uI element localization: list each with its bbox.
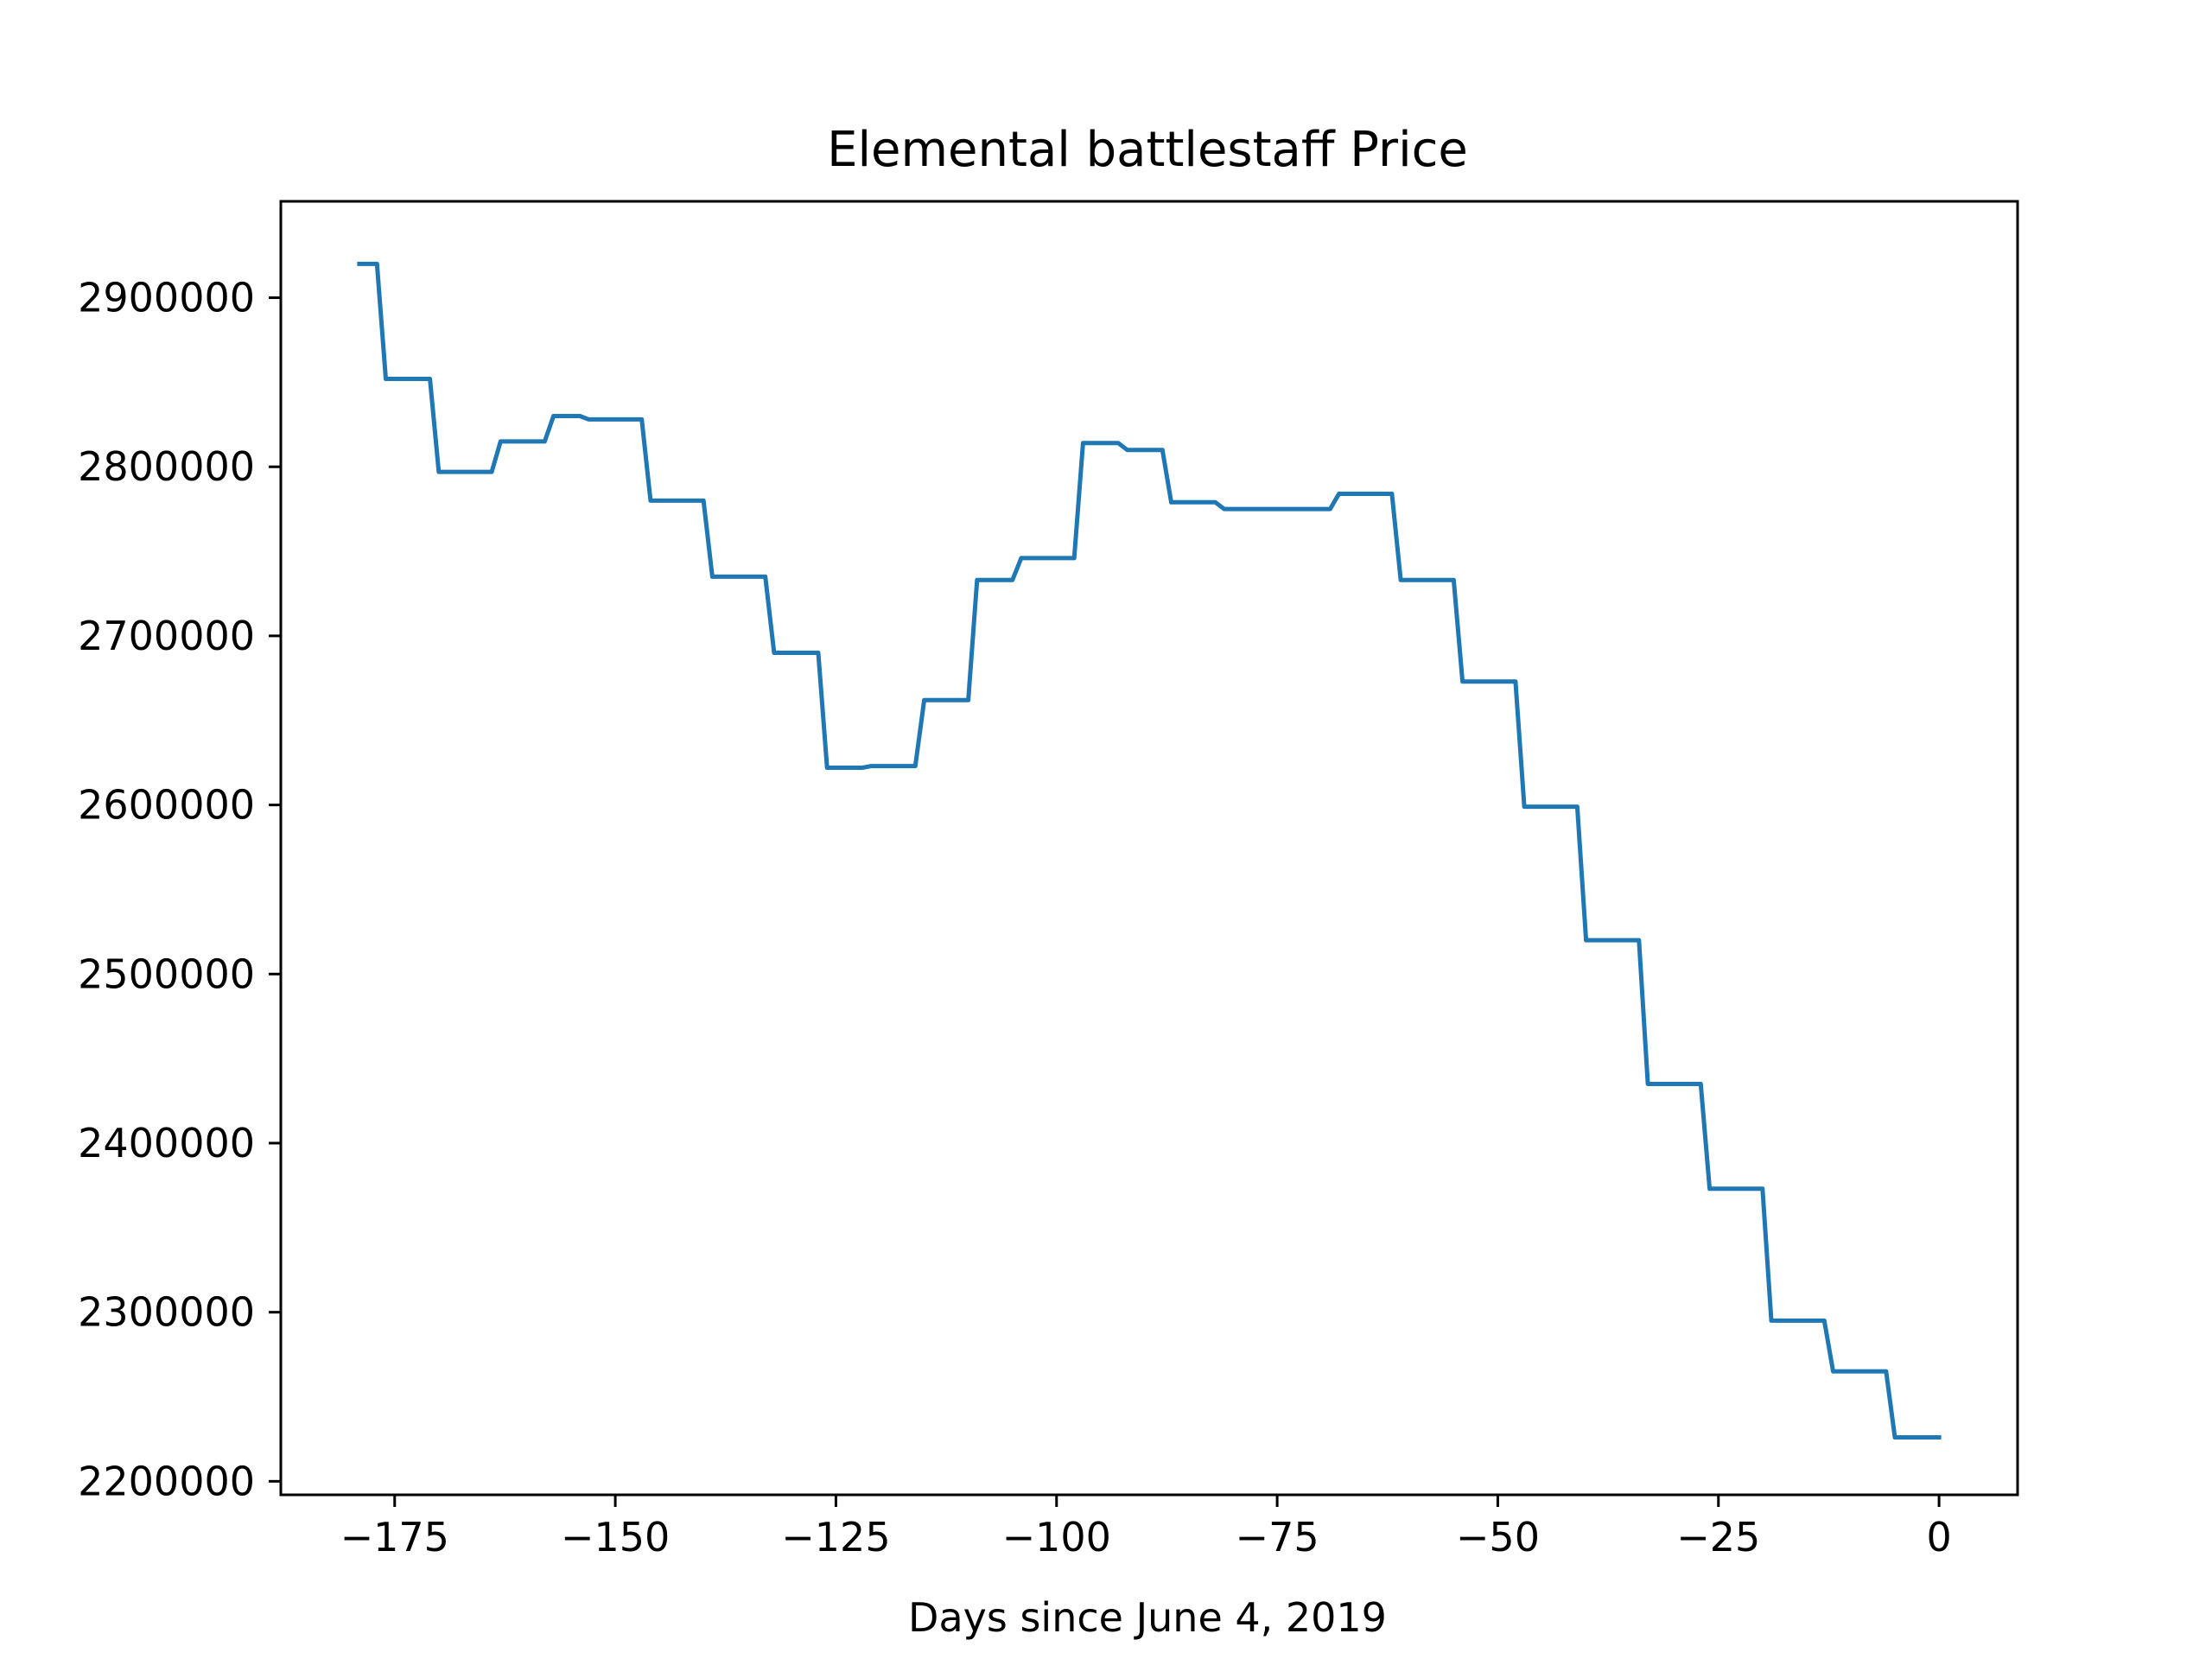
y-tick-label: 2800000 (78, 443, 255, 490)
x-tick-label: −75 (1236, 1514, 1319, 1560)
y-tick-label: 2700000 (78, 613, 255, 659)
x-tick-label: −150 (561, 1514, 670, 1560)
chart-title: Elemental battlestaff Price (827, 122, 1468, 178)
x-tick-label: 0 (1926, 1514, 1951, 1560)
y-tick-label: 2600000 (78, 782, 255, 829)
x-axis-ticks: −175 −150 −125 −100 −75 −50 −25 0 (340, 1495, 1952, 1560)
y-tick-label: 2400000 (78, 1120, 255, 1166)
y-tick-label: 2200000 (78, 1458, 255, 1504)
x-tick-label: −50 (1456, 1514, 1540, 1560)
y-tick-label: 2500000 (78, 950, 255, 997)
y-axis-ticks: 2200000 2300000 2400000 2500000 2600000 27000… (78, 275, 281, 1504)
x-axis-title: Days since June 4, 2019 (908, 1594, 1387, 1641)
x-tick-label: −175 (340, 1514, 449, 1560)
y-tick-label: 2300000 (78, 1289, 255, 1336)
x-tick-label: −25 (1676, 1514, 1760, 1560)
price-series-line (357, 261, 1942, 1440)
y-tick-label: 2900000 (78, 275, 255, 321)
plot-area-frame (279, 200, 2019, 1497)
x-tick-label: −100 (1002, 1514, 1111, 1560)
x-tick-label: −125 (781, 1514, 890, 1560)
